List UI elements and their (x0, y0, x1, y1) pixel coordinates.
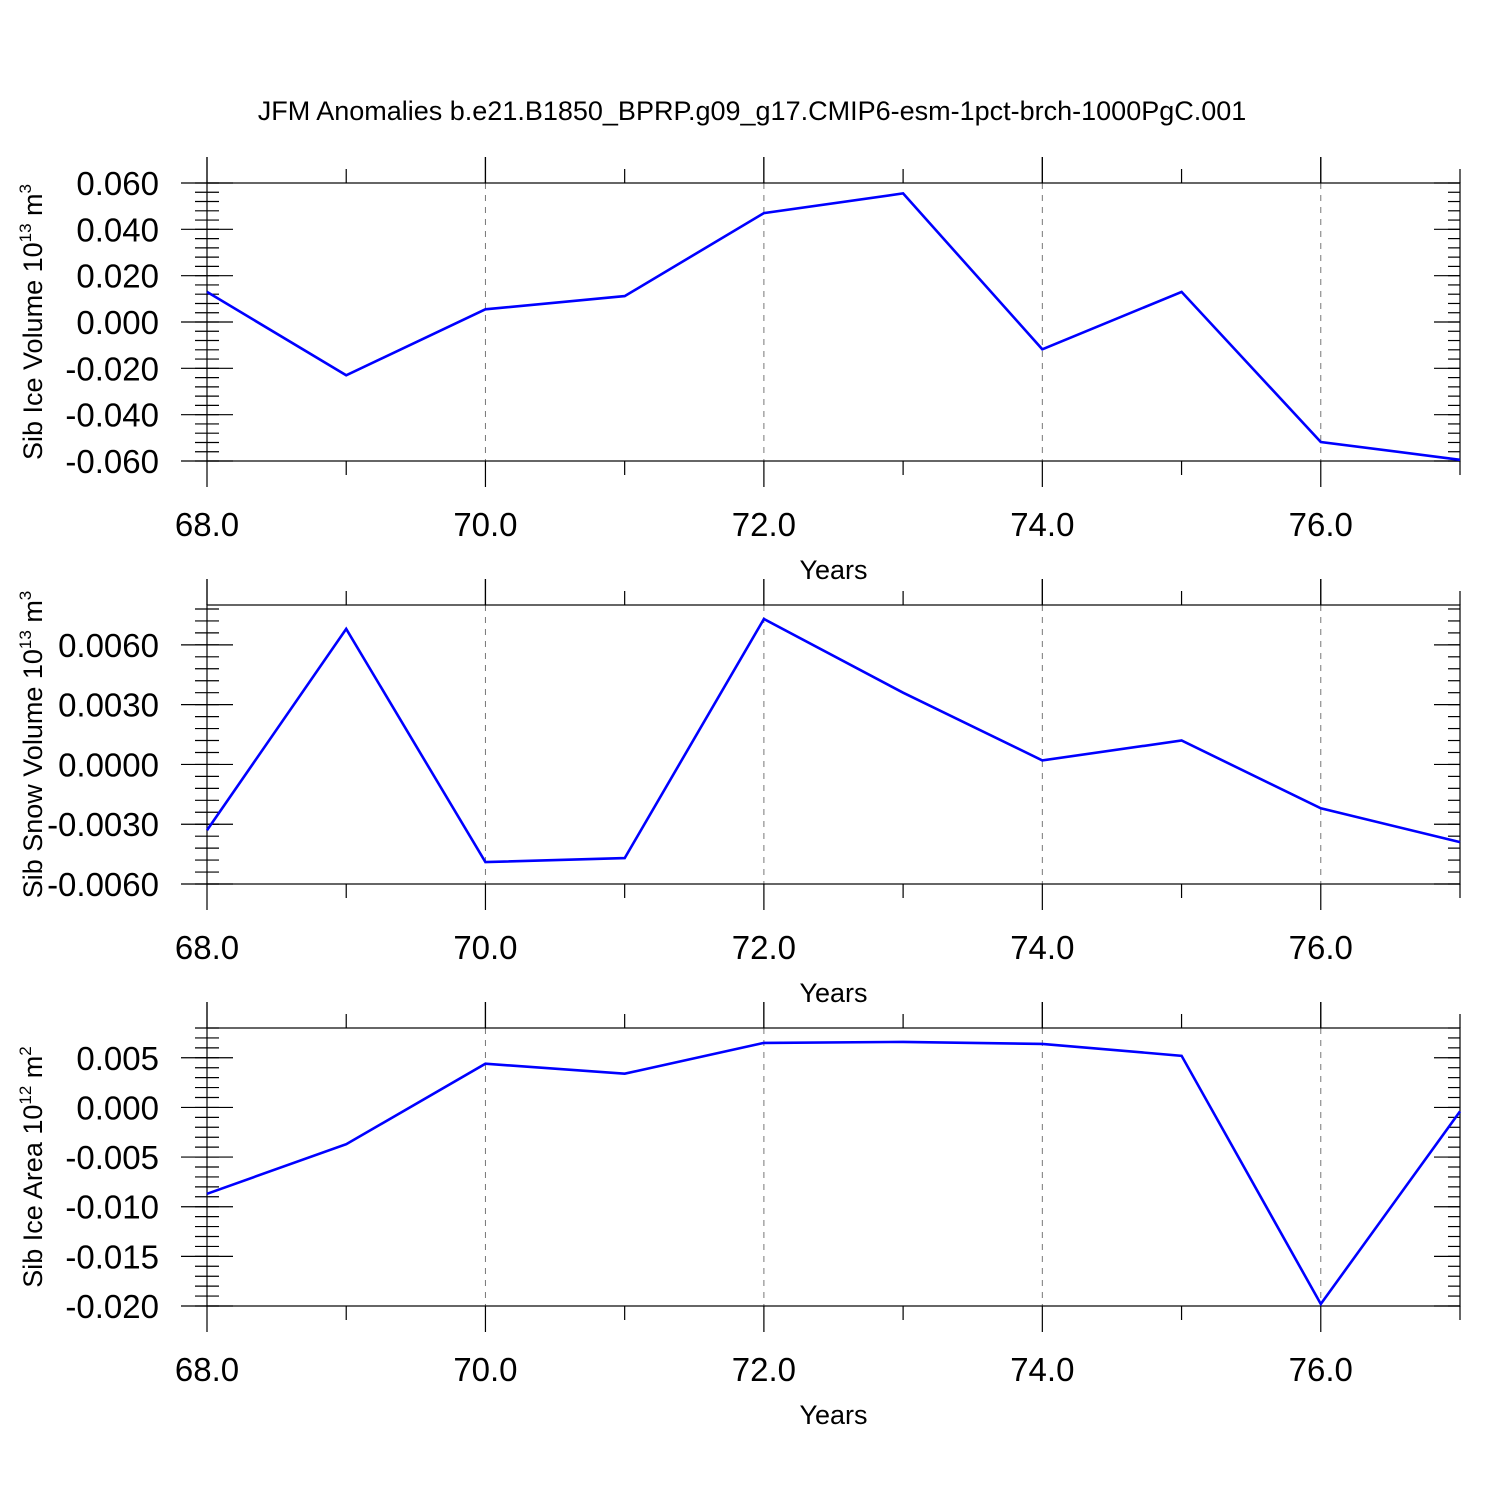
y-axis-title: Sib Snow Volume 1013 m3 (16, 591, 48, 899)
panels-group: 68.0 70.0 72.0 74.0 76.0 Years 0.060 0.040 0.020… (16, 157, 1462, 1430)
x-tick-label: 74.0 (1010, 506, 1074, 543)
x-tick-label: 70.0 (453, 506, 517, 543)
y-tick-label: 0.005 (76, 1040, 159, 1077)
plot-frame (206, 604, 1461, 885)
x-axis-title: Years (799, 978, 867, 1008)
series-line (206, 192, 1461, 462)
panel-3: 68.0 70.0 72.0 74.0 76.0 Years 0.005 0.000 -0.00… (16, 1002, 1462, 1430)
y-tick-label: 0.0030 (58, 687, 159, 724)
y-tick-label: 0.0000 (58, 746, 159, 783)
y-tick-label: 0.0060 (58, 627, 159, 664)
x-tick-label: 68.0 (175, 1351, 239, 1388)
y-tick-label: -0.0060 (47, 866, 159, 903)
y-tick-label: -0.020 (65, 1288, 159, 1325)
x-tick-label: 74.0 (1010, 929, 1074, 966)
x-tick-label: 72.0 (732, 506, 796, 543)
y-axis-title: Sib Ice Area 1012 m2 (16, 1046, 48, 1288)
y-axis-title: Sib Ice Volume 1013 m3 (16, 184, 48, 460)
x-tick-label: 68.0 (175, 929, 239, 966)
y-tick-label: -0.0030 (47, 806, 159, 843)
series-line (205, 617, 1461, 864)
y-tick-label: -0.040 (65, 397, 159, 434)
plot-frame (206, 182, 1461, 462)
x-tick-label: 70.0 (453, 1351, 517, 1388)
x-tick-label: 72.0 (732, 1351, 796, 1388)
x-tick-label: 68.0 (175, 506, 239, 543)
x-tick-label: 76.0 (1289, 929, 1353, 966)
y-tick-label: 0.000 (76, 1089, 159, 1126)
plot-frame (206, 1027, 1461, 1307)
x-axis-title: Years (799, 1400, 867, 1430)
chart-title: JFM Anomalies b.e21.B1850_BPRP.g09_g17.C… (258, 96, 1247, 126)
y-tick-label: -0.005 (65, 1139, 159, 1176)
x-tick-label: 76.0 (1289, 1351, 1353, 1388)
panel-2: 68.0 70.0 72.0 74.0 76.0 Years 0.0060 0.0030 0.0… (16, 579, 1461, 1008)
series-line (206, 1040, 1462, 1307)
y-tick-label: -0.060 (65, 443, 159, 480)
x-tick-label: 76.0 (1289, 506, 1353, 543)
x-axis-title: Years (799, 555, 867, 585)
x-tick-label: 74.0 (1010, 1351, 1074, 1388)
y-tick-label: 0.060 (76, 165, 159, 202)
y-tick-label: -0.010 (65, 1189, 159, 1226)
y-tick-label: 0.000 (76, 304, 159, 341)
y-tick-label: 0.020 (76, 258, 159, 295)
y-tick-label: -0.015 (65, 1238, 159, 1275)
y-tick-label: -0.020 (65, 350, 159, 387)
panel-1: 68.0 70.0 72.0 74.0 76.0 Years 0.060 0.040 0.020… (16, 157, 1461, 585)
x-tick-label: 70.0 (453, 929, 517, 966)
x-tick-label: 72.0 (732, 929, 796, 966)
y-tick-label: 0.040 (76, 211, 159, 248)
